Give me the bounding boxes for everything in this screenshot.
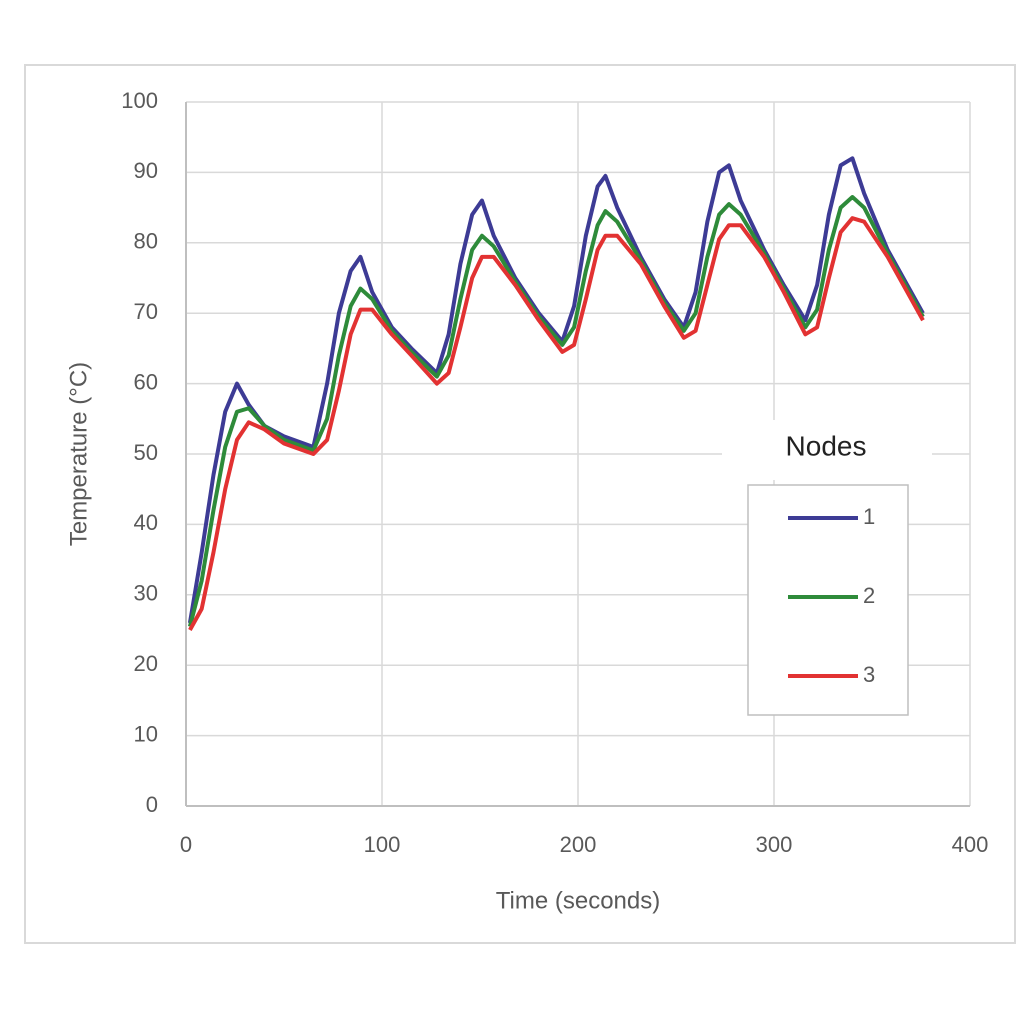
y-tick-label: 30 — [134, 581, 158, 606]
legend-label: 3 — [863, 662, 875, 687]
x-tick-label: 200 — [560, 832, 597, 857]
y-tick-label: 20 — [134, 651, 158, 676]
legend-label: 1 — [863, 504, 875, 529]
y-tick-label: 100 — [121, 88, 158, 113]
x-tick-label: 100 — [364, 832, 401, 857]
legend-title: Nodes — [786, 430, 867, 461]
y-tick-label: 60 — [134, 369, 158, 394]
y-tick-label: 50 — [134, 440, 158, 465]
x-axis-title: Time (seconds) — [496, 887, 660, 914]
series-line — [187, 195, 925, 627]
y-tick-label: 10 — [134, 721, 158, 746]
y-tick-label: 90 — [134, 158, 158, 183]
x-tick-label: 300 — [756, 832, 793, 857]
x-tick-label: 0 — [180, 832, 192, 857]
y-tick-label: 40 — [134, 510, 158, 535]
x-tick-label: 400 — [952, 832, 989, 857]
y-axis-title: Temperature (°C) — [65, 362, 92, 546]
y-tick-label: 0 — [146, 792, 158, 817]
legend-label: 2 — [863, 583, 875, 608]
y-tick-label: 70 — [134, 299, 158, 324]
y-tick-label: 80 — [134, 229, 158, 254]
series-line — [188, 216, 925, 631]
legend-title-bg — [722, 420, 932, 480]
